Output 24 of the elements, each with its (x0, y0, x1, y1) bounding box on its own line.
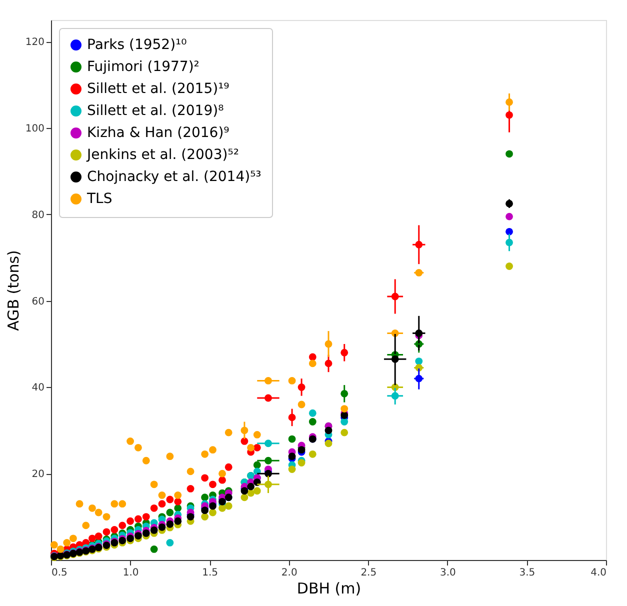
y-tick-label: 20 (32, 469, 44, 480)
y-axis-title: AGB (tons) (4, 250, 22, 331)
x-tick-label: 4.0 (590, 568, 606, 578)
legend-label: Sillett et al. (2015)¹⁹ (87, 81, 230, 97)
x-tick-label: 3.5 (519, 568, 536, 578)
x-axis-title: DBH (m) (296, 580, 362, 598)
y-tick-label: 80 (32, 210, 44, 221)
legend-label: Kizha & Han (2016)⁹ (87, 125, 230, 141)
legend-label: Jenkins et al. (2003)⁵² (86, 147, 239, 163)
x-tick-label: 0.5 (52, 568, 68, 578)
y-tick-label: 60 (32, 296, 44, 308)
y-tick-label: 120 (25, 37, 44, 48)
legend-label: Chojnacky et al. (2014)⁵³ (87, 169, 262, 185)
x-tick-label: 3.0 (440, 568, 456, 578)
legend-label: Fujimori (1977)² (87, 59, 200, 75)
y-tick-label: 40 (32, 382, 44, 394)
x-tick-label: 2.5 (360, 568, 377, 578)
x-tick-label: 2.0 (281, 568, 298, 578)
legend-label: TLS (86, 191, 112, 207)
x-tick-label: 1.0 (122, 568, 139, 578)
y-tick-label: 100 (25, 124, 44, 134)
legend-label: Sillett et al. (2019)⁸ (87, 103, 224, 119)
legend-label: Parks (1952)¹⁰ (87, 37, 188, 53)
x-tick-label: 1.5 (202, 568, 218, 578)
